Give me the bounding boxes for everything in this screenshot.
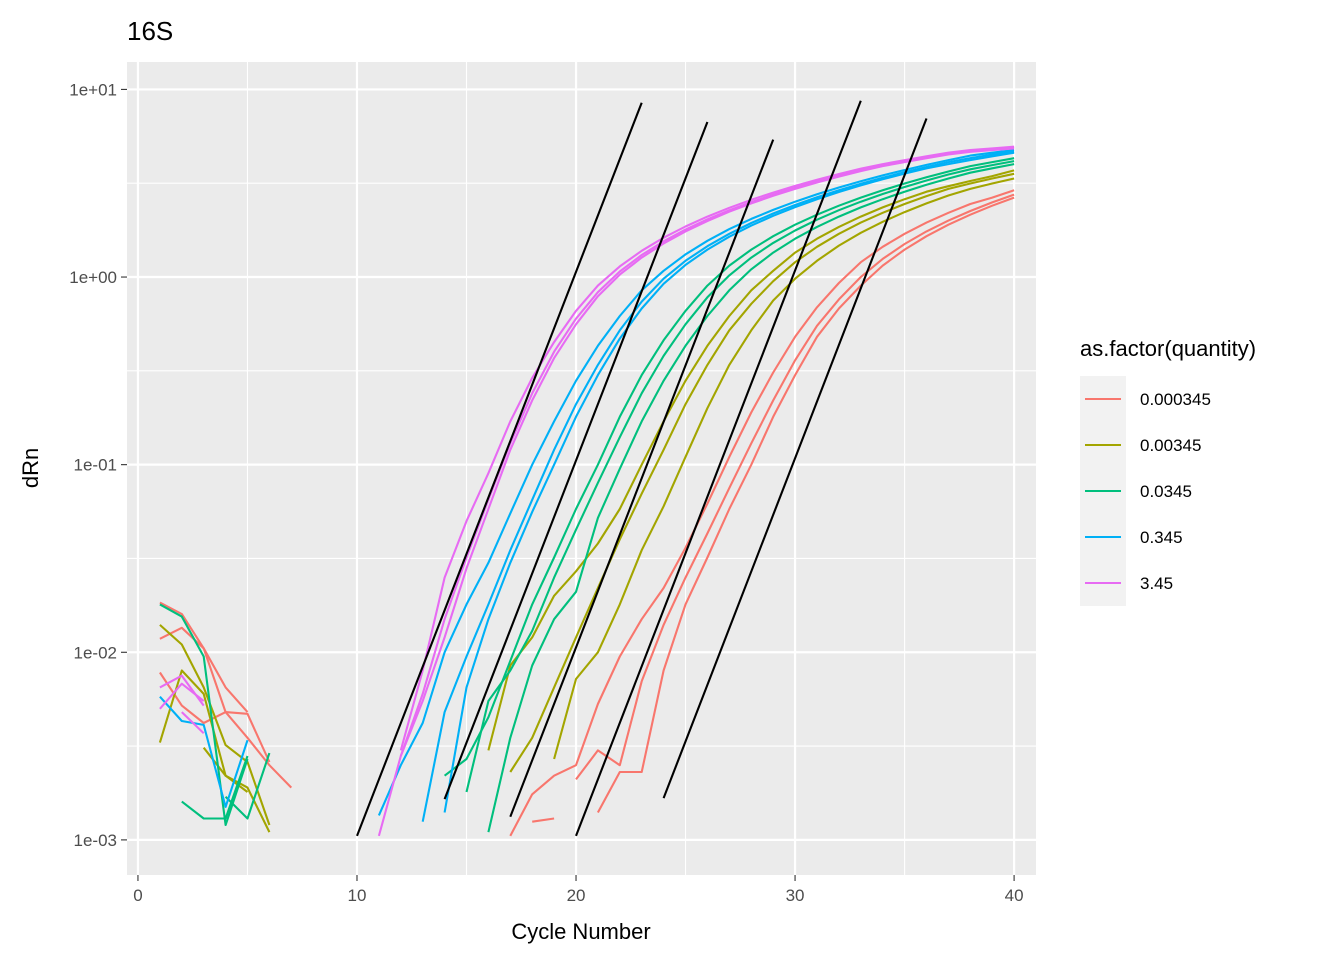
series-line-0.00345	[159, 624, 271, 826]
x-axis-title: Cycle Number	[511, 919, 650, 944]
series-line-0.0345	[487, 163, 1015, 833]
series-line-0.345	[377, 149, 1015, 816]
chart-title: 16S	[127, 16, 173, 46]
series-lines	[158, 100, 1015, 837]
x-tick-label: 20	[567, 886, 586, 905]
fit-line	[662, 118, 928, 799]
series-line-0.000345	[596, 196, 1015, 813]
x-tick-label: 30	[786, 886, 805, 905]
fit-line	[575, 100, 862, 837]
fit-line	[443, 121, 709, 800]
series-line-0.000345	[532, 817, 555, 823]
x-tick-label: 10	[348, 886, 367, 905]
series-line-0.0345	[181, 755, 249, 820]
series-line-0.345	[421, 150, 1015, 822]
series-line-0.0345	[224, 752, 271, 820]
series-line-0.00345	[487, 169, 1015, 751]
series-line-0.0345	[443, 157, 1015, 777]
series-line-3.45	[399, 147, 1015, 757]
y-tick-label: 1e+01	[69, 80, 117, 99]
legend-label: 0.00345	[1140, 436, 1201, 455]
y-axis-title: dRn	[18, 448, 43, 488]
legend-label: 3.45	[1140, 574, 1173, 593]
fit-line	[509, 139, 775, 818]
y-tick-label: 1e+00	[69, 268, 117, 287]
x-tick-label: 40	[1005, 886, 1024, 905]
legend-title: as.factor(quantity)	[1080, 336, 1256, 361]
legend-label: 0.345	[1140, 528, 1183, 547]
y-tick-label: 1e-01	[74, 456, 117, 475]
series-line-0.345	[159, 695, 249, 808]
series-line-0.0345	[465, 160, 1015, 793]
series-line-3.45	[159, 682, 205, 710]
series-line-0.000345	[575, 193, 1015, 781]
x-tick-label: 0	[133, 886, 142, 905]
series-line-0.00345	[202, 747, 249, 793]
legend-label: 0.000345	[1140, 390, 1211, 409]
y-tick-label: 1e-02	[74, 643, 117, 662]
legend: as.factor(quantity) 0.000345 0.00345 0.034…	[1080, 336, 1256, 606]
series-line-0.00345	[509, 172, 1015, 773]
legend-label: 0.0345	[1140, 482, 1192, 501]
axes: 0 10 20 30 40 1e-03 1e-02 1e-01 1e+00 1e+01	[69, 80, 1023, 905]
series-line-0.345	[443, 151, 1015, 813]
y-tick-label: 1e-03	[74, 831, 117, 850]
fit-line	[356, 102, 643, 837]
series-line-0.00345	[553, 177, 1015, 760]
gridlines	[127, 62, 1036, 875]
series-line-3.45	[181, 711, 205, 735]
series-line-0.000345	[509, 189, 1015, 837]
